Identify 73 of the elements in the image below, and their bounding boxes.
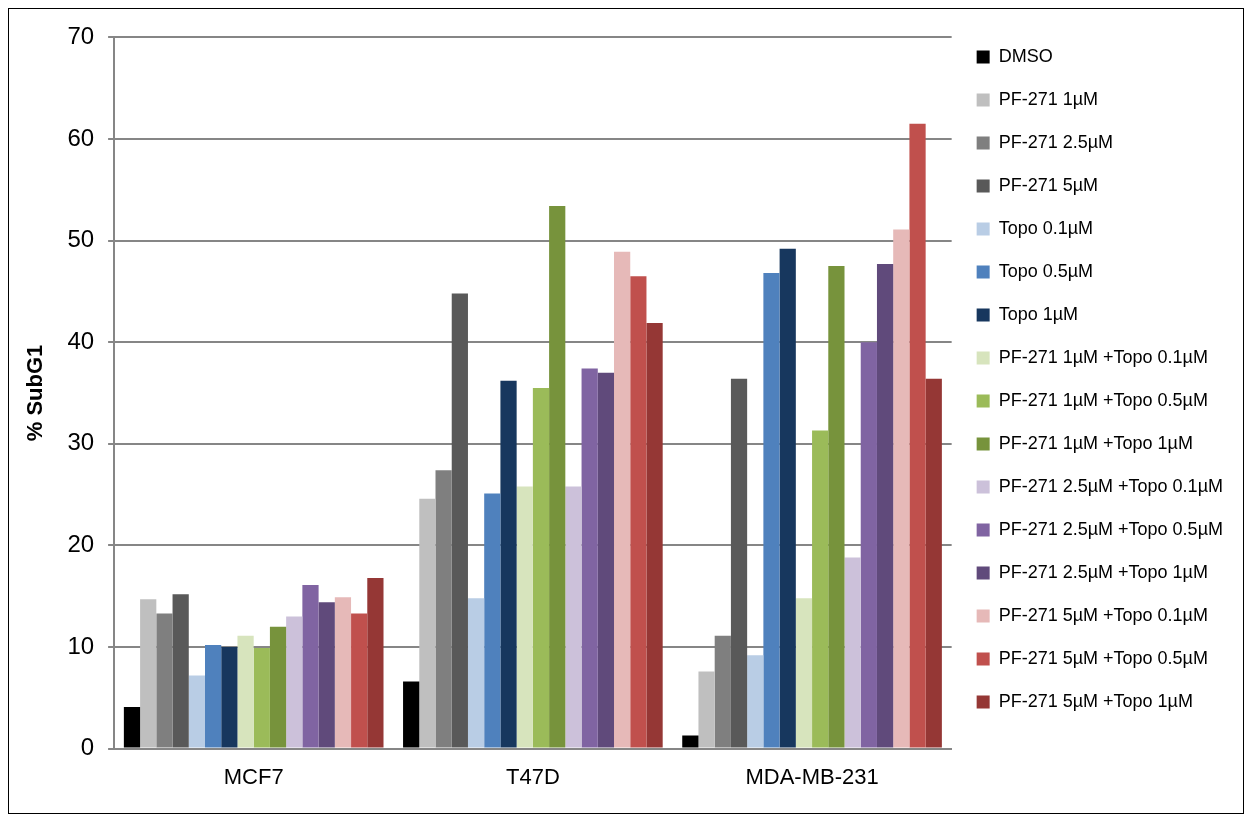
bar	[237, 635, 254, 748]
bar	[698, 671, 715, 748]
bar	[747, 655, 764, 748]
x-tick-label: MCF7	[223, 763, 284, 789]
legend-label: Topo 1µM	[998, 303, 1079, 324]
legend-label: PF-271 5µM +Topo 1µM	[998, 690, 1193, 711]
bar	[581, 368, 598, 748]
bar	[844, 557, 861, 748]
bar	[893, 229, 910, 748]
bar	[763, 273, 780, 748]
bar	[302, 585, 319, 748]
bar	[318, 602, 335, 748]
y-tick-label: 10	[67, 631, 95, 659]
bar	[795, 598, 813, 748]
y-tick-label: 20	[67, 530, 95, 558]
bar	[565, 486, 582, 748]
legend-label: PF-271 1µM +Topo 0.1µM	[998, 346, 1208, 367]
legend-label: PF-271 2.5µM +Topo 0.1µM	[998, 475, 1224, 496]
bar	[451, 293, 468, 748]
bar	[286, 616, 303, 748]
bar	[140, 599, 157, 748]
y-tick-label: 0	[80, 733, 95, 761]
bar	[909, 123, 926, 748]
bar	[253, 648, 270, 748]
bar	[646, 322, 663, 748]
bar	[269, 626, 287, 748]
bar	[484, 493, 501, 748]
bar	[812, 430, 829, 748]
bar	[516, 486, 533, 748]
bar	[730, 378, 748, 748]
y-tick-label: 50	[67, 225, 95, 253]
y-tick-label: 60	[67, 123, 95, 151]
legend-label: PF-271 1µM +Topo 1µM	[998, 432, 1193, 453]
bar	[221, 647, 238, 748]
bar	[419, 498, 436, 748]
bar	[630, 276, 647, 748]
bar	[367, 577, 384, 748]
bar	[682, 735, 699, 748]
bar	[205, 644, 222, 748]
bar	[614, 251, 631, 748]
bar	[532, 387, 550, 748]
bar	[351, 613, 368, 748]
x-tick-label: T47D	[505, 763, 560, 789]
bar	[549, 206, 566, 748]
legend-label: PF-271 5µM	[998, 174, 1099, 195]
legend-label: PF-271 1µM	[998, 88, 1099, 109]
legend-label: PF-271 1µM +Topo 0.5µM	[998, 389, 1208, 410]
y-tick-label: 70	[67, 22, 95, 50]
bar	[876, 263, 894, 748]
legend-label: Topo 0.5µM	[998, 260, 1094, 281]
x-tick-label: MDA-MB-231	[745, 763, 879, 789]
legend-label: PF-271 5µM +Topo 0.5µM	[998, 647, 1208, 668]
bar	[925, 378, 942, 748]
legend-label: PF-271 2.5µM +Topo 0.5µM	[998, 518, 1224, 539]
bar	[172, 594, 189, 748]
legend-label: PF-271 2.5µM	[998, 131, 1114, 152]
bar	[467, 598, 485, 748]
y-axis-title: % SubG1	[22, 344, 48, 442]
bar	[500, 380, 517, 748]
legend-label: PF-271 2.5µM +Topo 1µM	[998, 561, 1208, 582]
bar	[123, 706, 141, 748]
bar	[779, 248, 796, 748]
y-tick-label: 30	[67, 428, 95, 456]
bar	[188, 675, 206, 748]
legend-label: DMSO	[998, 45, 1053, 66]
bar	[828, 266, 845, 748]
bar	[403, 681, 420, 748]
y-tick-label: 40	[67, 326, 95, 354]
bar	[597, 372, 615, 748]
legend-label: PF-271 5µM +Topo 0.1µM	[998, 604, 1208, 625]
bar	[334, 597, 352, 748]
bar	[860, 342, 877, 748]
legend-label: Topo 0.1µM	[998, 217, 1094, 238]
